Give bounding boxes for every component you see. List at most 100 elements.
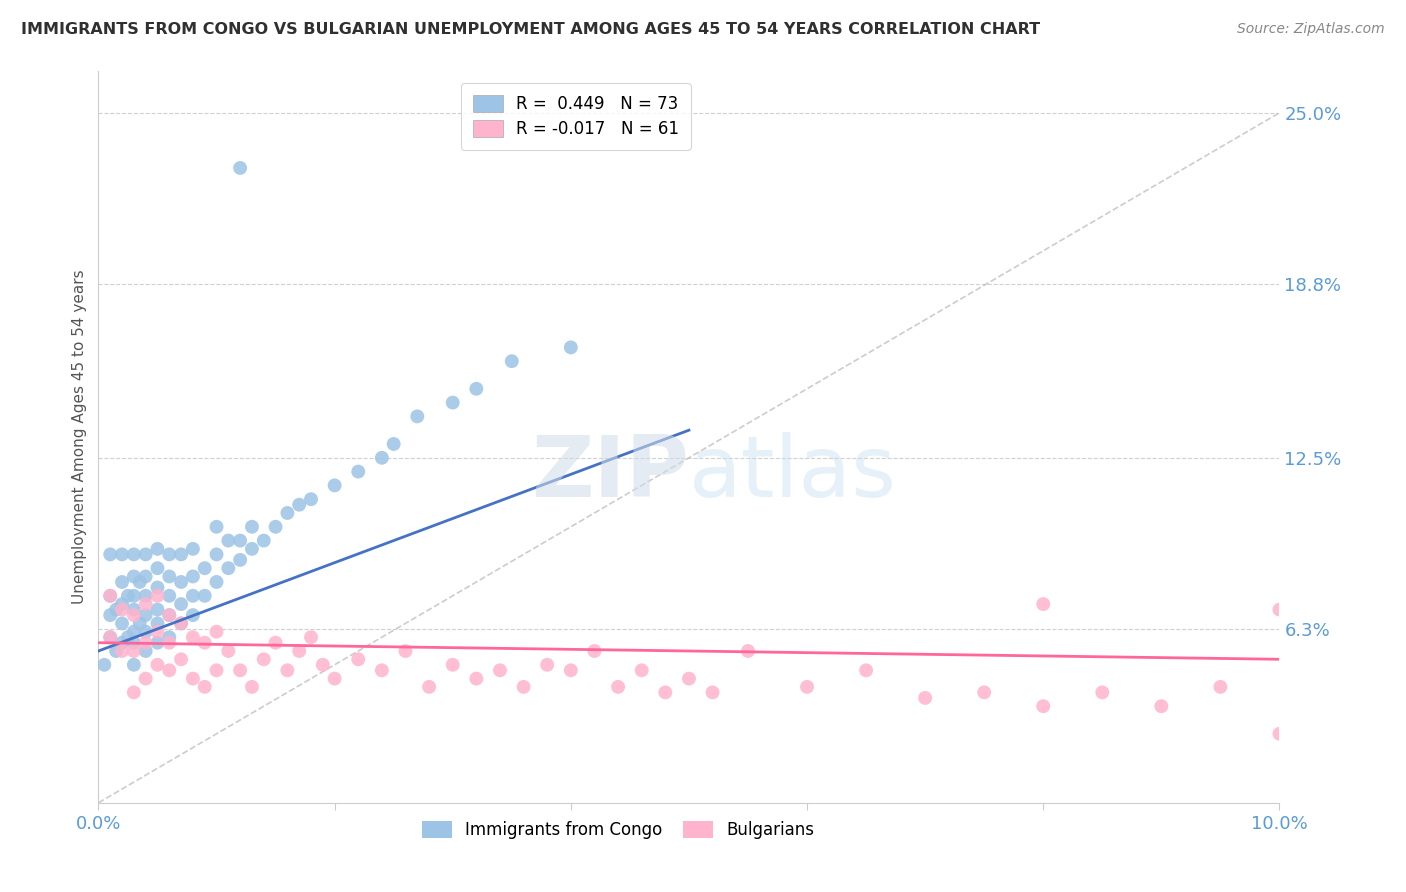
Point [135,589,157,603]
Point [157,663,180,677]
Point [288,644,311,658]
Point [146,616,169,631]
Point [135,644,157,658]
Point [157,569,180,583]
Point [205,520,228,534]
Point [157,589,180,603]
Point [135,569,157,583]
Point [105,602,128,616]
Point [135,624,157,639]
Point [583,644,606,658]
Point [157,548,180,562]
Point [146,657,169,672]
Point [194,589,217,603]
Point [1032,597,1054,611]
Point [323,478,346,492]
Point [205,574,228,589]
Point [146,541,169,556]
Point [181,630,204,644]
Point [347,465,370,479]
Point [678,672,700,686]
Point [347,652,370,666]
Point [630,663,652,677]
Point [299,492,322,507]
Point [122,548,145,562]
Point [394,644,416,658]
Legend: Immigrants from Congo, Bulgarians: Immigrants from Congo, Bulgarians [415,814,821,846]
Point [146,636,169,650]
Point [157,630,180,644]
Point [122,624,145,639]
Point [205,624,228,639]
Point [312,657,335,672]
Point [1032,699,1054,714]
Point [1268,727,1291,741]
Point [181,569,204,583]
Point [135,597,157,611]
Point [157,608,180,623]
Point [205,548,228,562]
Point [122,644,145,658]
Point [146,624,169,639]
Point [111,644,134,658]
Point [229,161,252,175]
Point [465,672,488,686]
Point [914,690,936,705]
Point [737,644,759,658]
Point [98,548,121,562]
Point [146,581,169,595]
Point [382,437,405,451]
Point [441,657,464,672]
Point [128,616,150,631]
Point [105,644,128,658]
Point [607,680,630,694]
Point [796,680,818,694]
Point [217,644,239,658]
Point [122,685,145,699]
Point [128,574,150,589]
Point [98,608,121,623]
Point [117,589,139,603]
Point [465,382,488,396]
Point [98,630,121,644]
Point [489,663,512,677]
Y-axis label: Unemployment Among Ages 45 to 54 years: Unemployment Among Ages 45 to 54 years [72,269,87,605]
Point [240,680,263,694]
Point [135,548,157,562]
Point [111,602,134,616]
Point [181,672,204,686]
Point [654,685,676,699]
Point [122,602,145,616]
Point [264,520,287,534]
Point [111,574,134,589]
Point [299,630,322,644]
Point [406,409,429,424]
Point [98,630,121,644]
Point [135,608,157,623]
Point [170,616,193,631]
Point [441,395,464,409]
Point [855,663,877,677]
Point [146,602,169,616]
Point [170,652,193,666]
Point [501,354,523,368]
Point [111,616,134,631]
Text: Source: ZipAtlas.com: Source: ZipAtlas.com [1237,22,1385,37]
Point [240,520,263,534]
Point [276,506,298,520]
Text: atlas: atlas [689,432,897,516]
Point [98,589,121,603]
Point [157,636,180,650]
Point [323,672,346,686]
Point [560,663,582,677]
Point [371,663,394,677]
Point [229,663,252,677]
Text: ZIP: ZIP [531,432,689,516]
Point [1150,699,1173,714]
Point [135,636,157,650]
Point [111,597,134,611]
Point [181,608,204,623]
Point [217,561,239,575]
Point [157,608,180,623]
Point [98,589,121,603]
